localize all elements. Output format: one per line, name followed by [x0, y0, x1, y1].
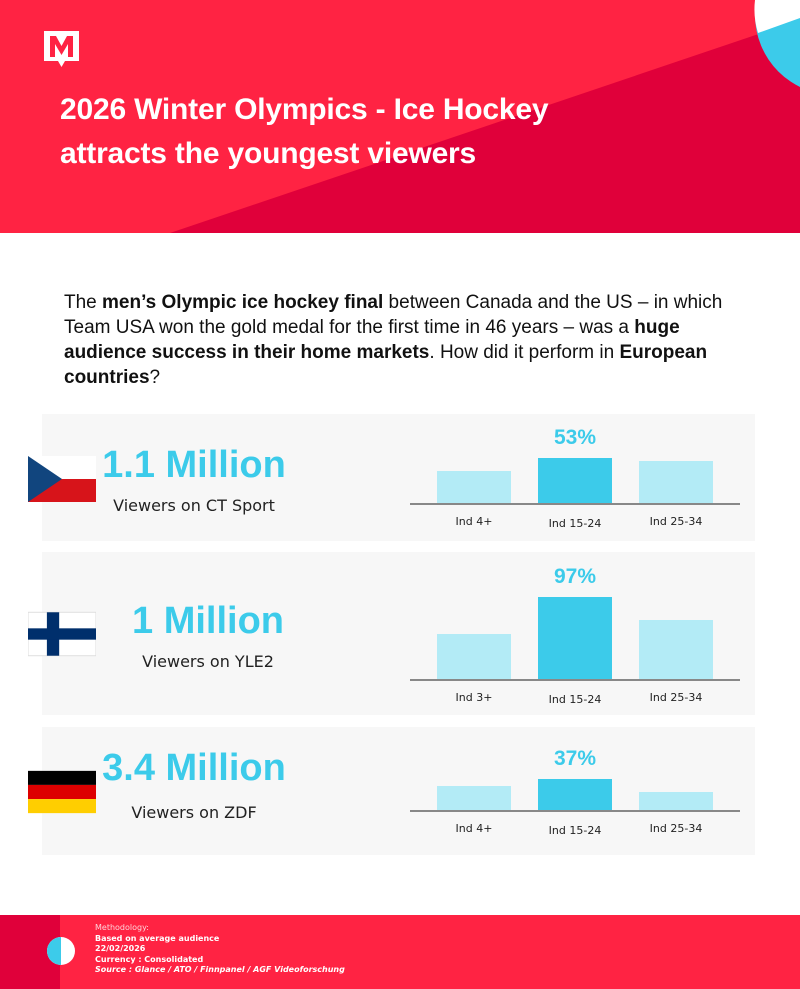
methodology-heading: Methodology: — [95, 923, 149, 932]
finland-flag-icon — [28, 611, 96, 657]
audience-value: 1.1 Million — [102, 444, 286, 486]
half-circle-icon — [47, 937, 75, 965]
country-panel: 1 Million Viewers on YLE2 Ind 3+ Ind 15-24 9… — [28, 552, 755, 715]
methodology-line: Based on average audience — [95, 933, 220, 943]
intro-bold: huge audience success in their home mark… — [64, 317, 680, 363]
bar-ind-15-24 — [538, 778, 612, 810]
chart-baseline — [410, 810, 740, 812]
bar-ind-4- — [437, 786, 511, 810]
category-label: Ind 25-34 — [649, 515, 703, 528]
methodology-text: Methodology: Based on average audience 2… — [95, 923, 345, 976]
bar-ind-3- — [437, 633, 511, 679]
channel-label: Viewers on CT Sport — [113, 496, 275, 515]
bar-ind-15-24 — [538, 457, 612, 503]
bar-ind-25-34 — [639, 461, 713, 503]
bar-ind-25-34 — [639, 619, 713, 679]
bar-ind-25-34 — [639, 792, 713, 810]
title-line-1: 2026 Winter Olympics - Ice Hockey — [60, 93, 549, 126]
bar-ind-15-24 — [538, 596, 612, 679]
category-label: Ind 25-34 — [649, 691, 703, 704]
channel-label: Viewers on YLE2 — [142, 652, 274, 671]
country-panel: 3.4 Million Viewers on ZDF Ind 4+ Ind 15-24… — [28, 727, 755, 855]
czech-flag-icon — [28, 456, 96, 502]
intro-text: . How did it perform in — [429, 342, 620, 363]
chart-baseline — [410, 503, 740, 505]
methodology-line: Currency : Consolidated — [95, 954, 204, 964]
bar-ind-4- — [437, 470, 511, 503]
category-label: Ind 3+ — [455, 691, 493, 704]
bar-chart: Ind 4+ Ind 15-24 37% Ind 25-34 — [410, 727, 755, 855]
category-label: Ind 4+ — [455, 515, 493, 528]
intro-text: The — [64, 292, 103, 313]
intro-paragraph: The men’s Olympic ice hockey final betwe… — [64, 290, 754, 390]
intro-text: ? — [149, 367, 161, 388]
brand-logo — [44, 31, 79, 67]
germany-flag-icon — [28, 770, 96, 814]
title-line-2: attracts the youngest viewers — [60, 137, 477, 170]
channel-label: Viewers on ZDF — [131, 803, 257, 822]
category-label: Ind 15-24 — [548, 824, 602, 837]
intro-bold: European countries — [64, 342, 708, 388]
audience-value: 3.4 Million — [102, 747, 286, 789]
header-background — [170, 0, 800, 233]
highlight-percentage: 53% — [553, 425, 597, 449]
intro-text: between Canada and the US – in which Tea… — [64, 292, 723, 338]
category-label: Ind 25-34 — [649, 822, 703, 835]
methodology-source: Source : Glance / ATO / Finnpanel / AGF … — [95, 965, 345, 974]
category-label: Ind 15-24 — [548, 517, 602, 530]
page-title: 2026 Winter Olympics - Ice Hockey attrac… — [60, 88, 549, 176]
audience-value: 1 Million — [132, 600, 284, 642]
category-label: Ind 15-24 — [548, 693, 602, 706]
methodology-date: 22/02/2026 — [95, 944, 146, 953]
chart-baseline — [410, 679, 740, 681]
category-label: Ind 4+ — [455, 822, 493, 835]
header-banner: 2026 Winter Olympics - Ice Hockey attrac… — [0, 0, 800, 233]
footer: Methodology: Based on average audience 2… — [0, 915, 800, 989]
country-panel: 1.1 Million Viewers on CT Sport Ind 4+ Ind … — [28, 414, 755, 541]
bar-chart: Ind 4+ Ind 15-24 53% Ind 25-34 — [410, 414, 755, 541]
highlight-percentage: 37% — [553, 746, 597, 770]
intro-bold: men’s Olympic ice hockey final — [102, 292, 384, 313]
highlight-percentage: 97% — [553, 564, 597, 588]
bar-chart: Ind 3+ Ind 15-24 97% Ind 25-34 — [410, 552, 755, 715]
